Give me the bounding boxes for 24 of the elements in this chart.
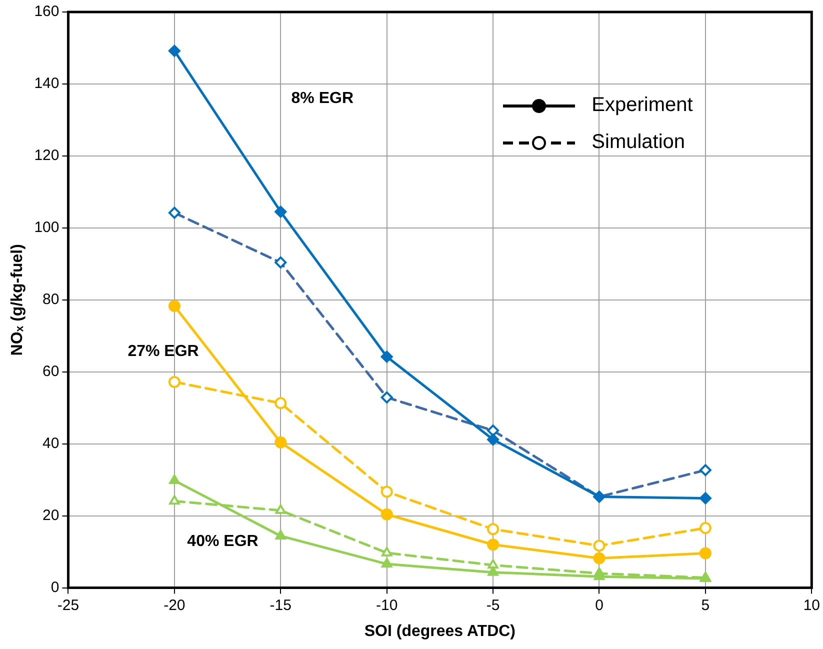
y-tick-label: 80 xyxy=(42,291,60,308)
annotation: 40% EGR xyxy=(187,533,259,550)
y-tick-label: 20 xyxy=(42,506,60,524)
legend-label: Experiment xyxy=(592,94,693,117)
x-tick-label: -25 xyxy=(57,596,80,614)
x-tick-label: -20 xyxy=(164,596,186,614)
annotation: 27% EGR xyxy=(128,343,200,360)
x-tick-label: -15 xyxy=(270,596,292,614)
x-tick-label: 0 xyxy=(595,596,604,614)
y-axis-title: NOₓ (g/kg-fuel) xyxy=(9,244,26,356)
annotation: 8% EGR xyxy=(291,90,354,107)
y-tick-label: 140 xyxy=(34,75,60,92)
y-tick-label: 120 xyxy=(34,147,60,164)
x-tick-label: 10 xyxy=(803,596,820,614)
y-tick-label: 100 xyxy=(34,219,60,236)
x-tick-label: -10 xyxy=(376,596,398,614)
x-tick-label: -5 xyxy=(486,596,500,614)
y-tick-label: 0 xyxy=(50,578,60,596)
y-tick-label: 40 xyxy=(42,434,60,452)
y-tick-label: 60 xyxy=(42,363,60,380)
y-tick-label: 160 xyxy=(34,3,60,20)
x-axis-title: SOI (degrees ATDC) xyxy=(364,622,516,640)
x-tick-label: 5 xyxy=(701,596,710,614)
legend-label: Simulation xyxy=(592,131,686,154)
